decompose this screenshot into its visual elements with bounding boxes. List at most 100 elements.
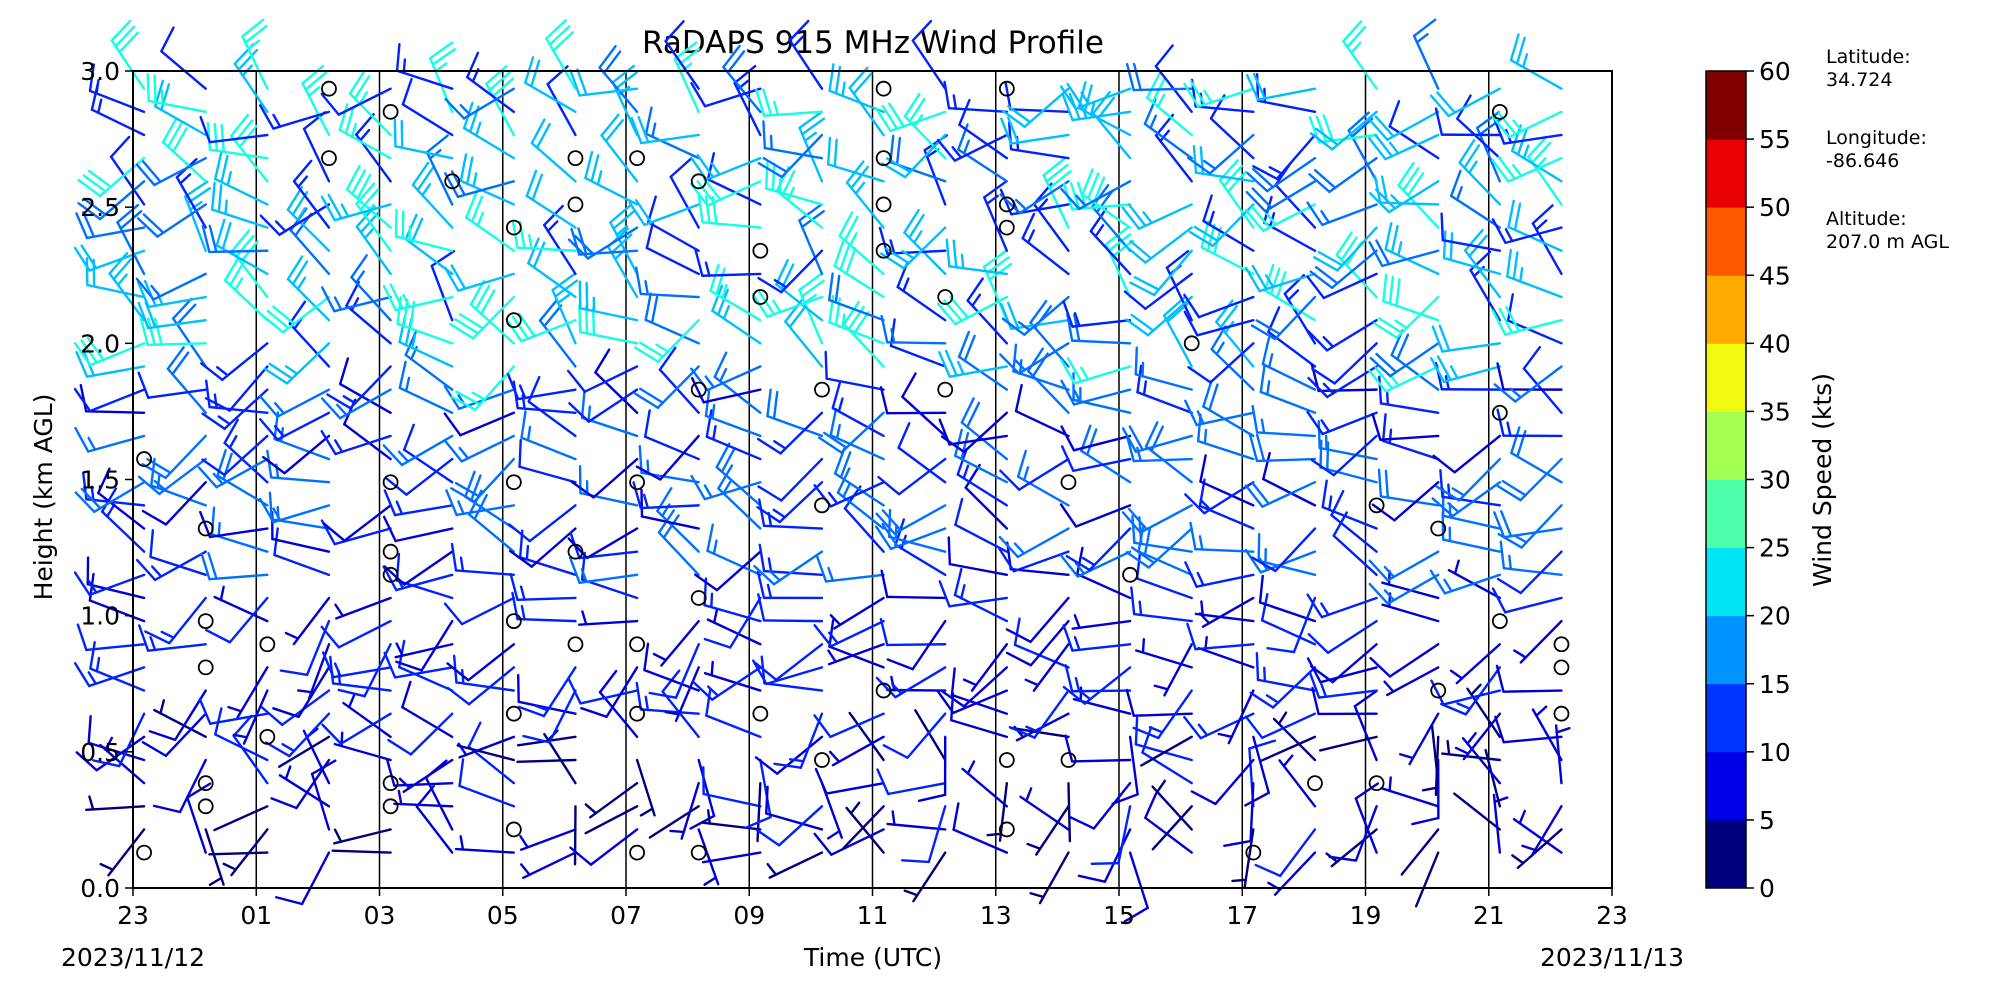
wind-barb	[1306, 272, 1378, 300]
wind-barb	[1144, 421, 1193, 484]
wind-barb	[705, 409, 762, 461]
wind-barb	[1062, 666, 1132, 705]
wind-barb	[580, 389, 639, 438]
colorbar-ticks: 0 5 10 15 20 25 30 35 40 45 50 55 60	[1746, 57, 1791, 903]
wind-barb	[443, 264, 516, 292]
wind-barb	[1261, 336, 1317, 391]
wind-barb	[1111, 735, 1139, 805]
calm-marker	[690, 590, 707, 606]
wind-barb	[1209, 94, 1255, 160]
wind-barb	[1430, 355, 1502, 383]
wind-barb	[1060, 180, 1132, 211]
wind-barb	[1382, 273, 1440, 322]
wind-barb	[983, 180, 1009, 252]
x-tick-label: 19	[1350, 901, 1382, 930]
wind-barb	[1458, 139, 1502, 206]
wind-barb	[1321, 479, 1378, 530]
colorbar-tick-label: 5	[1759, 806, 1775, 835]
wind-barb	[962, 643, 1009, 692]
wind-barb	[1129, 249, 1193, 297]
calm-marker	[382, 474, 399, 491]
wind-barb	[691, 666, 762, 701]
wind-barb	[815, 555, 885, 583]
wind-barb	[259, 203, 331, 236]
wind-barb	[940, 411, 1009, 454]
wind-barb	[609, 203, 639, 276]
colorbar-tick-label: 20	[1759, 602, 1791, 631]
wind-barb	[894, 518, 947, 577]
wind-barb	[826, 136, 885, 183]
wind-barb	[569, 828, 639, 866]
calm-marker	[1491, 613, 1508, 630]
calm-marker	[629, 636, 645, 653]
wind-barb	[268, 491, 331, 530]
wind-barb	[953, 567, 1009, 623]
x-tick-label: 09	[733, 901, 765, 930]
colorbar-tick-label: 55	[1759, 125, 1791, 154]
wind-barb	[333, 731, 392, 762]
wind-barb	[259, 388, 331, 418]
wind-barb	[383, 651, 454, 679]
wind-barb	[914, 709, 947, 762]
wind-barb	[1262, 451, 1317, 507]
wind-barb	[1506, 293, 1563, 345]
wind-barb	[635, 758, 656, 817]
wind-barb	[1134, 346, 1193, 391]
wind-barb	[1144, 792, 1193, 854]
wind-barb	[465, 191, 516, 252]
calm-marker	[690, 844, 707, 861]
wind-barb	[1494, 715, 1563, 744]
wind-barb	[1414, 851, 1440, 908]
wind-barb	[443, 434, 516, 463]
x-tick-label: 11	[857, 901, 889, 930]
wind-barb	[706, 608, 762, 646]
wind-barb	[813, 712, 885, 739]
wind-barb	[232, 714, 269, 785]
wind-barb	[322, 504, 392, 542]
wind-barb	[215, 218, 269, 276]
wind-barb	[1064, 734, 1132, 763]
wind-barb	[1061, 92, 1132, 122]
wind-barb	[258, 104, 331, 130]
wind-barb	[1342, 20, 1378, 90]
calm-marker	[814, 497, 830, 514]
wind-barb	[443, 596, 516, 626]
wind-barb	[842, 805, 885, 850]
calm-marker	[1122, 566, 1138, 583]
calm-marker	[505, 219, 522, 236]
wind-barb	[301, 64, 331, 137]
wind-barb	[829, 596, 885, 630]
wind-barb	[153, 699, 207, 739]
y-axis-ticks: 0.0 0.5 1.0 1.5 2.0 2.5 3.0	[80, 57, 133, 903]
wind-barb	[135, 272, 207, 301]
wind-barb	[1067, 781, 1072, 843]
wind-barb	[1368, 239, 1440, 268]
y-tick-label: 3.0	[80, 57, 120, 86]
wind-barb	[1186, 622, 1255, 651]
wind-barb	[517, 666, 577, 718]
wind-barb	[320, 429, 392, 456]
wind-barb	[86, 556, 146, 600]
wind-barb	[1431, 324, 1502, 353]
wind-barb	[568, 556, 639, 584]
wind-barb	[1000, 116, 1070, 145]
wind-barb	[1162, 296, 1193, 368]
wind-barb	[630, 115, 700, 145]
wind-barb	[467, 721, 516, 785]
wind-barb	[1368, 133, 1440, 161]
wind-barb	[1255, 72, 1317, 114]
calm-marker	[752, 289, 769, 305]
wind-barb	[204, 596, 269, 644]
wind-barb	[1311, 342, 1378, 385]
calm-marker	[1553, 659, 1570, 676]
wind-barb	[1244, 481, 1317, 508]
colorbar-segment	[1706, 615, 1746, 685]
wind-barb	[1198, 596, 1255, 628]
wind-barb	[135, 550, 207, 582]
wind-barb	[751, 290, 824, 318]
wind-barb	[383, 489, 454, 517]
wind-barb	[79, 383, 146, 414]
wind-barb	[334, 596, 392, 620]
wind-barb	[197, 457, 269, 489]
wind-barb	[1199, 454, 1255, 507]
